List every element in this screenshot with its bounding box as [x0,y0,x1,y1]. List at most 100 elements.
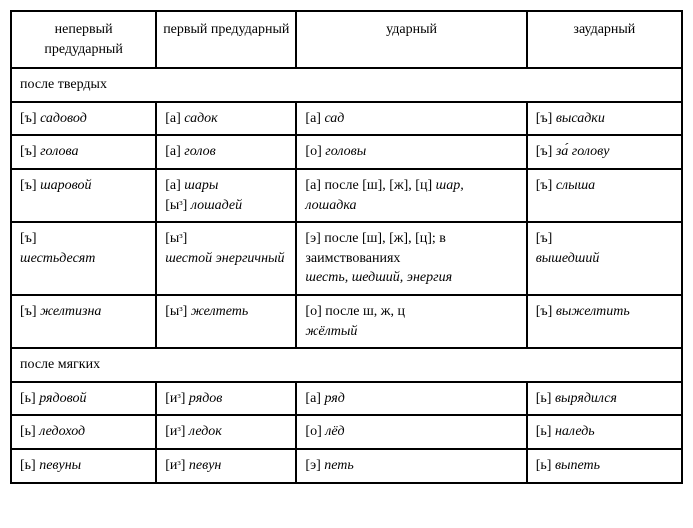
cell: [о] после ш, ж, ц жёлтый [296,295,526,348]
example: садовод [40,111,87,126]
symbol: [иᵌ] [165,424,189,439]
example: садок [184,111,217,126]
example: ряд [324,391,344,406]
example: шаровой [40,178,91,193]
table-row: [ъ]шестьдесят [ыᵌ] шестой энергичный [э] … [11,222,682,295]
cell: [ъ]шестьдесят [11,222,156,295]
symbol: [ыᵌ] [165,304,191,319]
example: ледоход [39,424,85,439]
cell: [э] после [ш], [ж], [ц]; в заимствования… [296,222,526,295]
cell: [а] голов [156,135,296,169]
symbol: [ь] [20,458,39,473]
example: певуны [39,458,81,473]
symbol: [ъ] [20,231,37,246]
cell: [иᵌ] ледок [156,415,296,449]
example: желтеть [191,304,248,319]
cell: [ь] наледь [527,415,682,449]
example: лёд [325,424,344,439]
example: головы [325,144,366,159]
example: наледь [555,424,595,439]
cell: [ыᵌ] желтеть [156,295,296,348]
section-row-hard: после твердых [11,68,682,102]
symbol: [ъ] [20,304,40,319]
cell: [ъ] желтизна [11,295,156,348]
symbol: [иᵌ] [165,391,189,406]
section-row-soft: после мягких [11,348,682,382]
symbol: [ъ] [536,111,556,126]
cell: [о] лёд [296,415,526,449]
example: ледок [189,424,222,439]
example: вышедший [536,251,600,266]
cell: [ъ] садовод [11,102,156,136]
cell: [ь] вырядился [527,382,682,416]
example: рядовой [39,391,86,406]
example: рядов [189,391,222,406]
symbol: [а] [165,111,184,126]
cell: [а] шары [ыᵌ] лошадей [156,169,296,222]
cell: [а] после [ш], [ж], [ц] шар, лошадка [296,169,526,222]
symbol: [а] после [ш], [ж], [ц] [305,178,435,193]
symbol: [ыᵌ] [165,198,191,213]
symbol: [о] [305,144,325,159]
symbol: [а] [305,391,324,406]
symbol: [ь] [20,391,39,406]
symbol: [ъ] [20,144,40,159]
cell: [ъ]вышедший [527,222,682,295]
symbol: [а] [305,111,324,126]
example: петь [324,458,354,473]
example: высадки [556,111,605,126]
cell: [э] петь [296,449,526,483]
symbol: [э] после [ш], [ж], [ц]; в заимствования… [305,231,446,266]
header-col4: заударный [527,11,682,68]
symbol: [ъ] [20,111,40,126]
cell: [ъ] высадки [527,102,682,136]
cell: [ь] рядовой [11,382,156,416]
cell: [ъ] шаровой [11,169,156,222]
symbol: [э] [305,458,324,473]
section-hard-label: после твердых [11,68,682,102]
example: шестой энергичный [165,251,284,266]
header-col3: ударный [296,11,526,68]
table-row: [ъ] желтизна [ыᵌ] желтеть [о] после ш, ж… [11,295,682,348]
example: за́ голову [556,144,610,159]
example: выжелтить [556,304,630,319]
cell: [ь] певуны [11,449,156,483]
example: лошадей [191,198,242,213]
symbol: [о] [305,424,325,439]
table-row: [ь] рядовой [иᵌ] рядов [а] ряд [ь] выряд… [11,382,682,416]
cell: [ь] выпеть [527,449,682,483]
example: вырядился [555,391,617,406]
example: голова [40,144,78,159]
header-col2: первый предударный [156,11,296,68]
section-soft-label: после мягких [11,348,682,382]
cell: [а] ряд [296,382,526,416]
table-row: [ъ] садовод [а] садок [а] сад [ъ] высадк… [11,102,682,136]
symbol: [ъ] [536,144,556,159]
symbol: [ь] [20,424,39,439]
example: голов [184,144,215,159]
cell: [а] садок [156,102,296,136]
cell: [иᵌ] певун [156,449,296,483]
symbol: [а] [165,144,184,159]
cell: [ъ] за́ голову [527,135,682,169]
example: певун [189,458,221,473]
example: сад [324,111,344,126]
symbol: [о] после ш, ж, ц [305,304,405,319]
cell: [о] головы [296,135,526,169]
example: шары [184,178,218,193]
cell: [иᵌ] рядов [156,382,296,416]
symbol: [ыᵌ] [165,231,187,246]
header-row: непервый предударный первый предударный … [11,11,682,68]
example: жёлтый [305,324,357,339]
table-row: [ь] певуны [иᵌ] певун [э] петь [ь] выпет… [11,449,682,483]
example: шесть, шедший, энергия [305,270,452,285]
symbol: [ь] [536,391,555,406]
cell: [ыᵌ] шестой энергичный [156,222,296,295]
symbol: [иᵌ] [165,458,189,473]
symbol: [ъ] [536,178,556,193]
cell: [ь] ледоход [11,415,156,449]
cell: [ъ] слыша [527,169,682,222]
cell: [ъ] голова [11,135,156,169]
symbol: [ь] [536,458,555,473]
phonetics-table: непервый предударный первый предударный … [10,10,683,484]
